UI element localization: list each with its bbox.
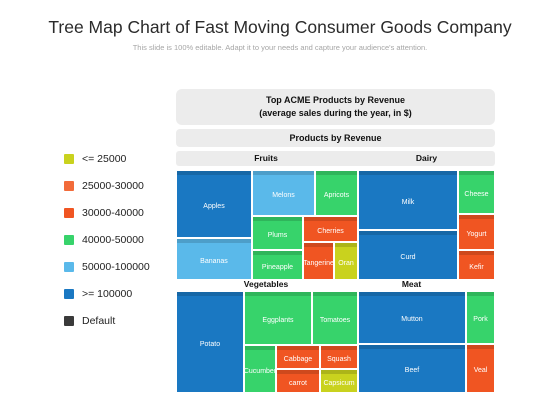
tile-label: carrot	[289, 379, 307, 387]
legend-label: 40000-50000	[82, 234, 144, 246]
legend-swatch	[64, 262, 74, 272]
legend-swatch	[64, 154, 74, 164]
tile-label: Pork	[473, 316, 488, 323]
treemap-tile-oran: Oran	[335, 243, 357, 279]
tile-label: Mutton	[401, 316, 423, 323]
legend-swatch	[64, 181, 74, 191]
tile-label: Eggplants	[262, 316, 294, 324]
group-header-vegetables: Vegetables	[243, 279, 289, 289]
tile-label: Tomatoes	[319, 316, 351, 324]
legend-label: 50000-100000	[82, 261, 150, 273]
treemap-tile-beef: Beef	[359, 345, 465, 392]
tile-label: Apples	[203, 202, 225, 210]
treemap-tile-tangerine: Tangerine	[304, 243, 333, 279]
treemap-tile-pork: Pork	[467, 292, 494, 343]
tile-label: Kefir	[469, 263, 484, 271]
treemap-tile-cheese: Cheese	[459, 171, 494, 213]
tile-label: Beef	[404, 367, 420, 374]
tile-label: Milk	[401, 198, 415, 206]
treemap-tile-apricots: Apricots	[316, 171, 357, 215]
tile-label: Cherries	[317, 227, 344, 235]
legend-label: Default	[82, 315, 116, 327]
tile-label: Melons	[272, 191, 295, 199]
treemap-tile-potato: Potato	[177, 292, 243, 392]
legend-swatch	[64, 316, 74, 326]
treemap-tile-apples: Apples	[177, 171, 251, 237]
treemap-tile-cabbage: Cabbage	[277, 346, 319, 368]
treemap-tile-cherries: Cherries	[304, 217, 357, 241]
treemap-tile-squash: Squash	[321, 346, 357, 368]
tile-label: Yogurt	[466, 230, 487, 238]
tile-label: Apricots	[323, 191, 350, 199]
treemap-tile-mutton: Mutton	[359, 292, 465, 343]
tile-label: Curd	[400, 253, 416, 261]
treemap-tile-cucumber: Cucumber	[245, 346, 275, 392]
treemap-tile-veal: Veal	[467, 345, 494, 392]
tile-label: Oran	[338, 259, 354, 267]
treemap-tile-tomatoes: Tomatoes	[313, 292, 357, 344]
treemap-tile-carrot: carrot	[277, 370, 319, 392]
treemap-tile-milk: Milk	[359, 171, 457, 229]
treemap-tile-curd: Curd	[359, 231, 457, 279]
treemap-tile-melons: Melons	[253, 171, 314, 215]
treemap-tile-eggplants: Eggplants	[245, 292, 311, 344]
legend-label: 25000-30000	[82, 180, 144, 192]
tile-label: Potato	[199, 340, 221, 348]
legend-swatch	[64, 289, 74, 299]
tile-label: Bananas	[200, 257, 228, 265]
treemap-tile-pineapple: Pineapple	[253, 251, 302, 279]
treemap-tile-yogurt: Yogurt	[459, 215, 494, 249]
treemap-tile-plums: Plums	[253, 217, 302, 249]
group-header-dairy: Dairy	[415, 153, 438, 163]
legend-label: 30000-40000	[82, 207, 144, 219]
chart-title-line2: (average sales during the year, in $)	[259, 108, 412, 118]
tile-label: Capsicum	[323, 379, 355, 387]
legend-label: >= 100000	[82, 288, 133, 300]
slide-title: Tree Map Chart of Fast Moving Consumer G…	[48, 17, 512, 37]
treemap-root-label: Products by Revenue	[176, 129, 495, 147]
tile-label: Cucumber	[245, 367, 275, 375]
top-group-header-bar	[176, 151, 495, 166]
legend-swatch	[64, 235, 74, 245]
tile-label: Squash	[327, 355, 351, 363]
tile-label: Pineapple	[261, 263, 294, 271]
tile-label: Cabbage	[283, 355, 313, 363]
group-header-fruits: Fruits	[254, 153, 278, 163]
chart-title-line1: Top ACME Products by Revenue	[265, 95, 406, 105]
tile-label: Veal	[473, 367, 488, 374]
treemap-tile-capsicum: Capsicum	[321, 370, 357, 392]
group-header-meat: Meat	[401, 279, 422, 289]
legend-label: <= 25000	[82, 153, 127, 165]
treemap-tile-kefir: Kefir	[459, 251, 494, 279]
slide-subtitle: This slide is 100% editable. Adapt it to…	[132, 43, 428, 52]
tile-label: Tangerine	[304, 259, 333, 267]
tile-label: Cheese	[464, 190, 489, 198]
treemap-tile-bananas: Bananas	[177, 239, 251, 279]
tile-label: Plums	[267, 231, 288, 239]
chart-title-box: Top ACME Products by Revenue (average sa…	[176, 89, 495, 125]
legend-swatch	[64, 208, 74, 218]
